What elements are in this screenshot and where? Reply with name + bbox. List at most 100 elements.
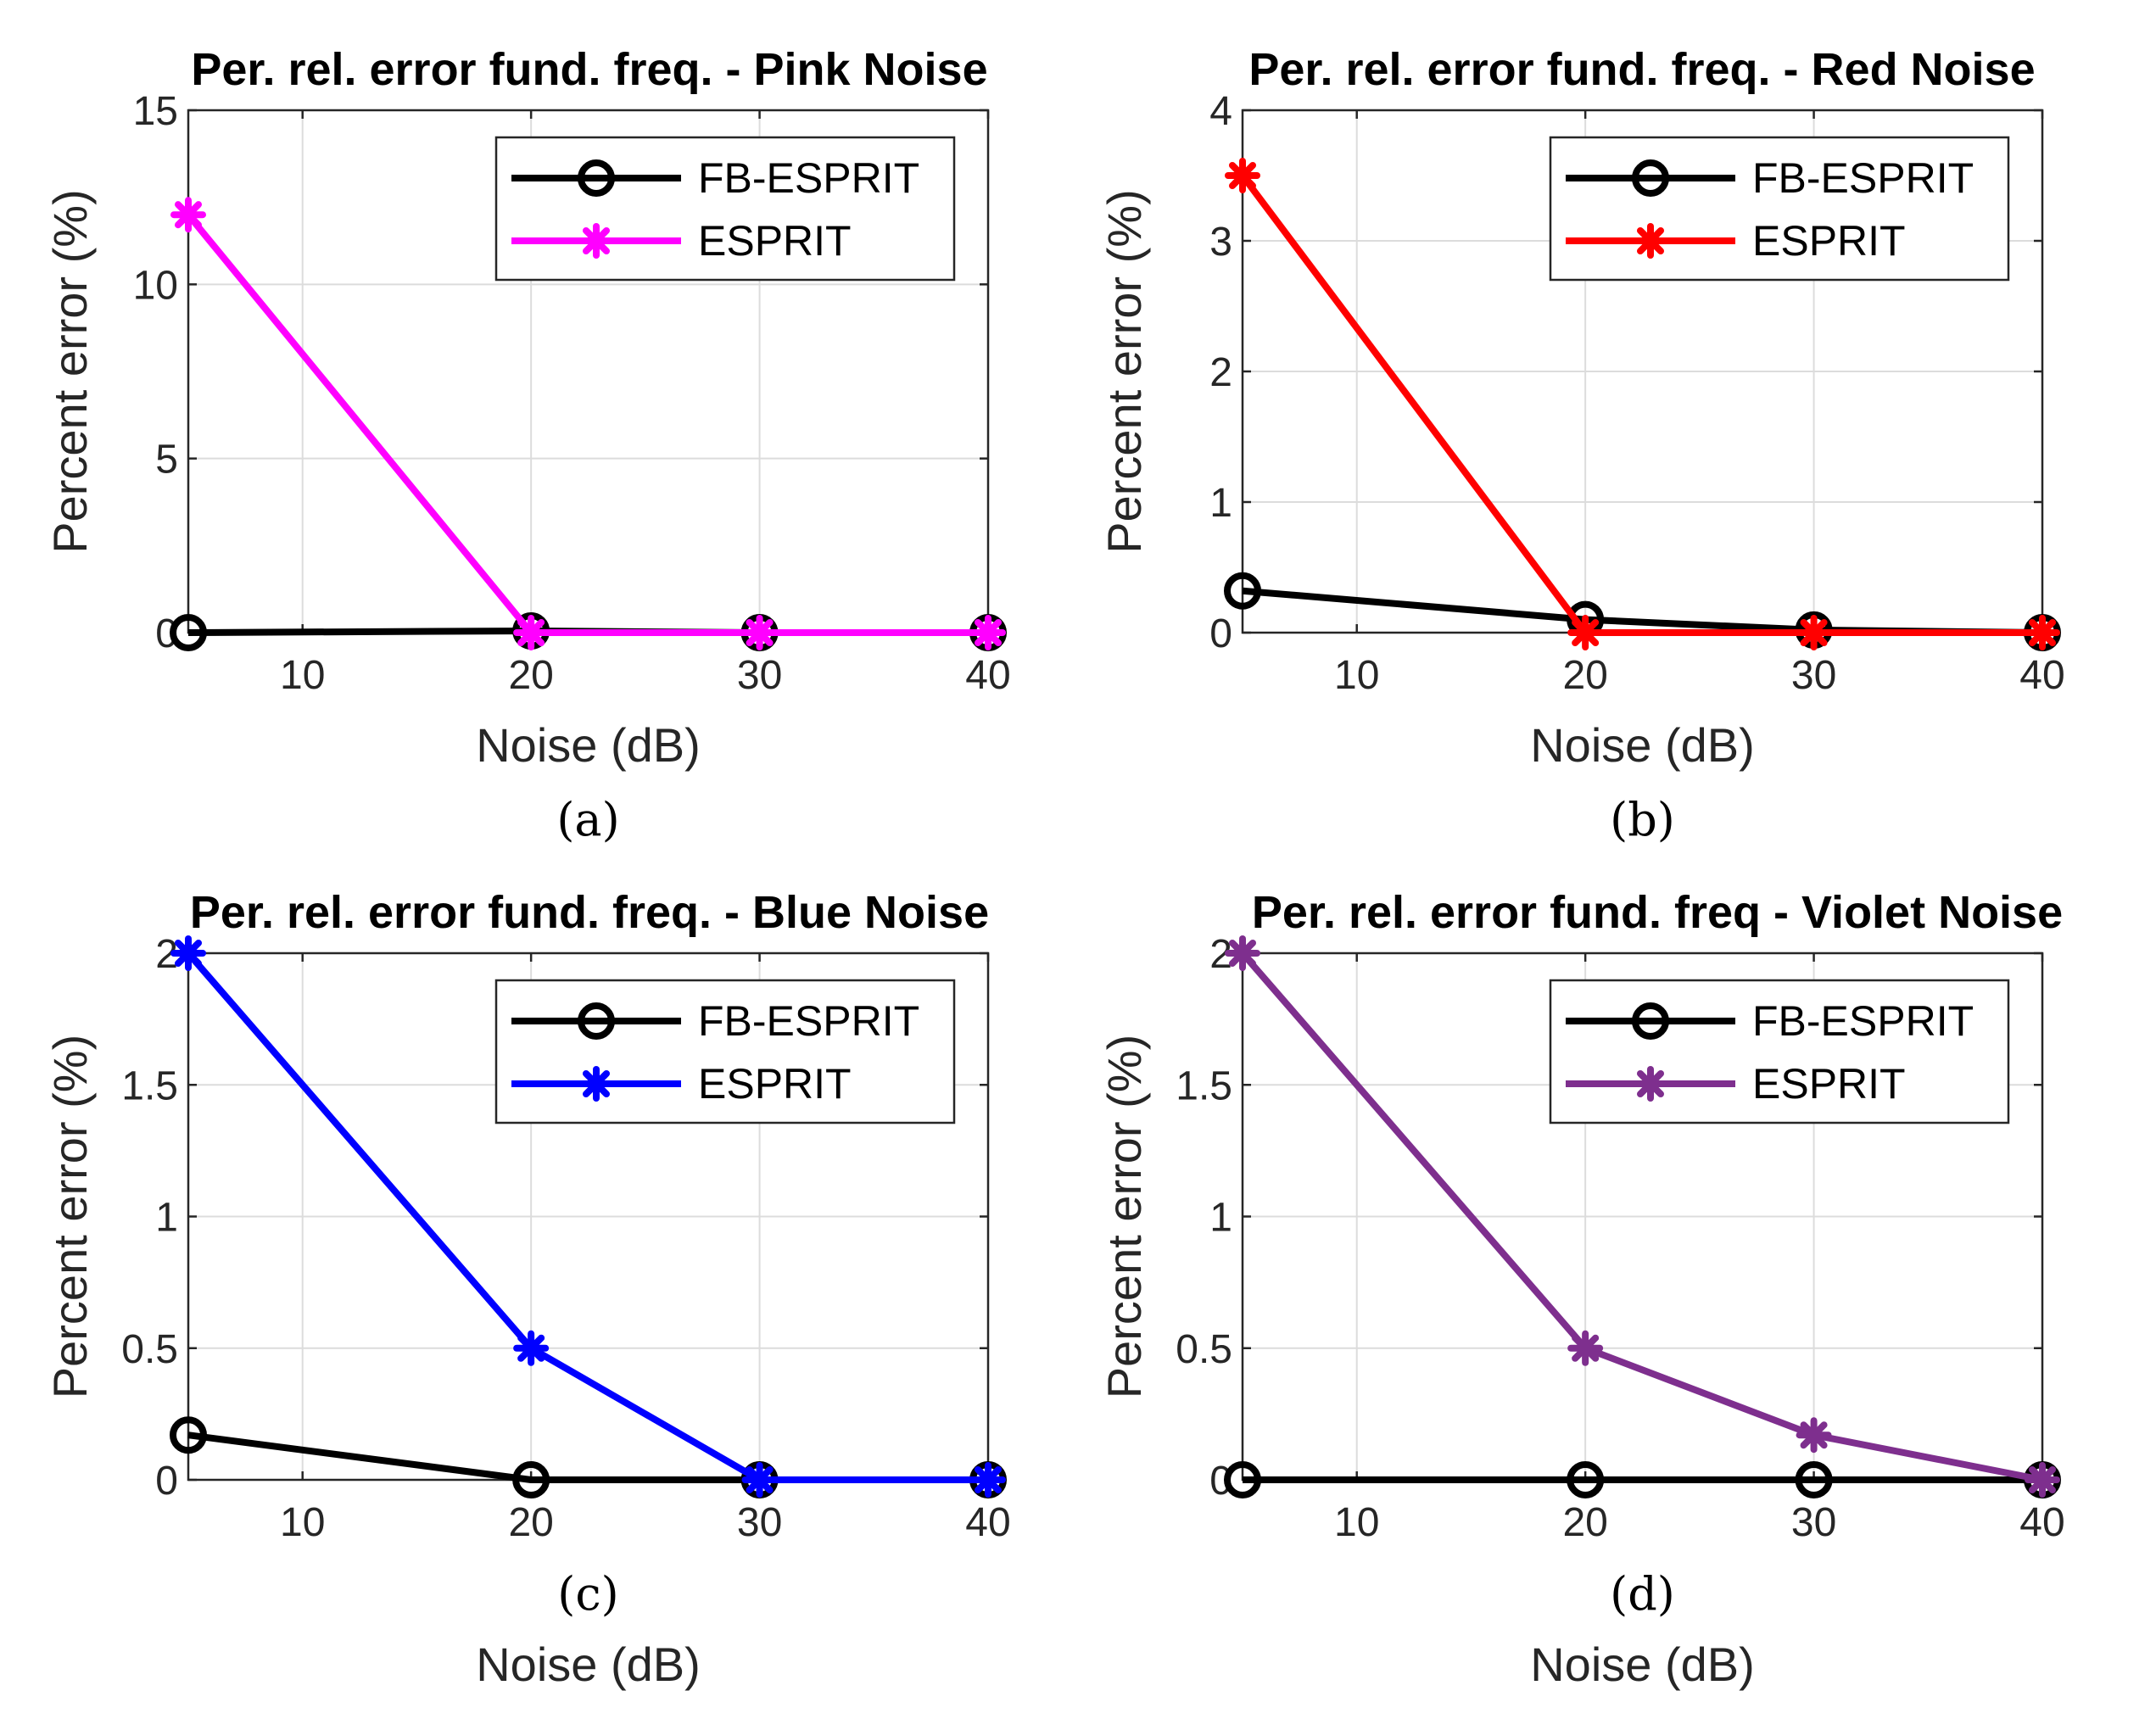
- data-point-esprit: [170, 197, 206, 233]
- x-tick-label: 10: [1334, 653, 1379, 698]
- data-point-esprit: [970, 615, 1006, 650]
- panel-caption: (d): [1610, 1567, 1675, 1621]
- series-line-esprit: [185, 951, 988, 1483]
- data-point-fb-esprit: [170, 1416, 207, 1454]
- y-tick-label: 0.5: [1176, 1327, 1232, 1372]
- x-axis-label: Noise (dB): [1530, 1638, 1755, 1691]
- legend-label: ESPRIT: [1752, 1060, 1906, 1108]
- legend-box: [494, 136, 956, 282]
- y-tick-label: 1: [1209, 1196, 1232, 1241]
- data-point-fb-esprit: [1224, 572, 1261, 610]
- data-point-esprit: [170, 935, 206, 971]
- chart-panel-2: 10 20 30 40 0 1 2 3 4 Per. rel. error fund. freq.…: [1098, 44, 2065, 846]
- data-point-esprit: [513, 615, 550, 650]
- data-point-fb-esprit: [170, 614, 207, 651]
- legend-marker-circle-icon: [578, 1002, 615, 1040]
- data-point-fb-esprit: [1224, 1461, 1261, 1498]
- series-line-esprit: [1239, 173, 2042, 636]
- legend-label: ESPRIT: [1752, 217, 1906, 265]
- legend-label: FB-ESPRIT: [698, 154, 919, 202]
- y-tick-label: 0: [155, 1459, 178, 1504]
- data-point-fb-esprit: [1567, 1461, 1605, 1498]
- legend-label: FB-ESPRIT: [1752, 997, 1974, 1045]
- x-tick-label: 10: [1334, 1500, 1379, 1545]
- y-tick-label: 10: [133, 263, 178, 308]
- y-tick-label: 1: [1209, 481, 1232, 526]
- legend-marker-circle-icon: [578, 159, 615, 197]
- y-tick-label: 3: [1209, 220, 1232, 265]
- data-point-fb-esprit: [512, 1461, 550, 1498]
- y-tick-label: 15: [133, 89, 178, 134]
- x-tick-label: 10: [280, 1500, 325, 1545]
- data-point-esprit: [741, 615, 778, 650]
- data-point-esprit: [2025, 615, 2060, 650]
- x-tick-label: 20: [1562, 1500, 1607, 1545]
- x-tick-label: 20: [508, 1500, 553, 1545]
- x-axis-label: Noise (dB): [476, 1638, 701, 1691]
- data-point-esprit: [1225, 935, 1260, 971]
- y-tick-label: 4: [1209, 89, 1232, 134]
- chart-title: Per. rel. error fund. freq. - Blue Noise: [190, 887, 989, 938]
- y-axis-label: Percent error (%): [1098, 189, 1151, 553]
- legend-box: [1549, 136, 2010, 282]
- series-line-esprit: [1239, 951, 2043, 1483]
- x-tick-label: 40: [2019, 653, 2064, 698]
- data-point-esprit: [1567, 1330, 1604, 1366]
- data-point-esprit: [1225, 158, 1260, 193]
- y-tick-label: 1.5: [1176, 1063, 1232, 1108]
- legend-marker-asterisk-icon: [1633, 223, 1668, 259]
- panel-caption: (c): [557, 1567, 618, 1621]
- y-tick-label: 2: [1209, 350, 1232, 395]
- data-point-esprit: [970, 1462, 1006, 1498]
- y-axis-label: Percent error (%): [1098, 1035, 1151, 1398]
- data-point-esprit: [1796, 1417, 1832, 1454]
- x-tick-label: 30: [1791, 653, 1836, 698]
- y-tick-label: 0.5: [121, 1327, 178, 1372]
- x-tick-label: 10: [280, 653, 325, 698]
- x-tick-label: 40: [965, 1500, 1010, 1545]
- legend-marker-asterisk-icon: [1633, 1066, 1668, 1102]
- legend-box: [1549, 979, 2010, 1124]
- legend-label: FB-ESPRIT: [1752, 154, 1974, 202]
- y-tick-label: 0: [1209, 611, 1232, 656]
- legend-box: [494, 979, 956, 1124]
- legend: FB-ESPRIT ESPRIT: [494, 136, 956, 282]
- x-tick-label: 30: [737, 653, 782, 698]
- legend: FB-ESPRIT ESPRIT: [1549, 979, 2010, 1124]
- legend-marker-circle-icon: [1632, 1002, 1669, 1040]
- y-axis-label: Percent error (%): [43, 1035, 97, 1398]
- x-axis-label: Noise (dB): [1530, 718, 1755, 772]
- legend: FB-ESPRIT ESPRIT: [494, 979, 956, 1124]
- y-tick-label: 1: [155, 1196, 178, 1241]
- chart-title: Per. rel. error fund. freq - Violet Nois…: [1252, 887, 2063, 938]
- x-tick-label: 20: [1562, 653, 1607, 698]
- data-point-esprit: [741, 1462, 778, 1498]
- legend-label: ESPRIT: [698, 217, 852, 265]
- x-tick-label: 30: [737, 1500, 782, 1545]
- data-point-esprit: [513, 1330, 550, 1366]
- data-point-fb-esprit: [1795, 1461, 1833, 1498]
- panel-caption: (b): [1610, 793, 1675, 846]
- legend-marker-asterisk-icon: [578, 223, 614, 259]
- data-point-esprit: [1796, 615, 1832, 650]
- legend-label: FB-ESPRIT: [698, 997, 919, 1045]
- y-tick-label: 1.5: [121, 1063, 178, 1108]
- chart-title: Per. rel. error fund. freq. - Pink Noise: [191, 44, 987, 95]
- y-tick-label: 5: [155, 438, 178, 483]
- legend-label: ESPRIT: [698, 1060, 852, 1108]
- legend-marker-circle-icon: [1632, 159, 1669, 197]
- x-tick-label: 40: [2019, 1500, 2064, 1545]
- legend-marker-asterisk-icon: [578, 1066, 614, 1102]
- series-line-esprit: [185, 212, 988, 636]
- x-axis-label: Noise (dB): [476, 718, 701, 772]
- x-tick-label: 30: [1791, 1500, 1836, 1545]
- data-point-esprit: [1567, 615, 1604, 650]
- x-tick-label: 40: [965, 653, 1010, 698]
- data-point-esprit: [2025, 1462, 2060, 1498]
- panel-caption: (a): [556, 793, 619, 846]
- x-tick-label: 20: [508, 653, 553, 698]
